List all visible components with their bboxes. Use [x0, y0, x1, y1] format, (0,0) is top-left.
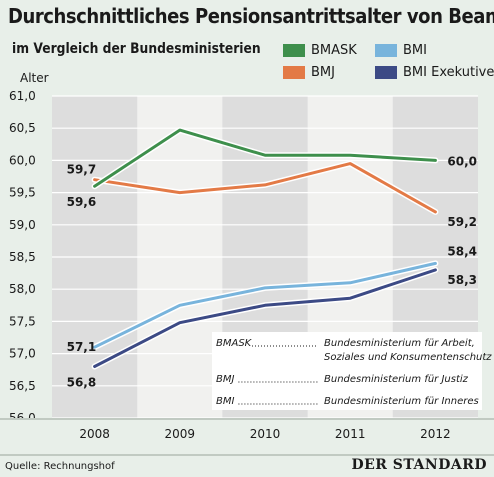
annotation-abbr: BMJ — [216, 374, 234, 385]
legend-swatch-bmj — [283, 66, 305, 79]
x-axis-band — [0, 418, 494, 454]
source-note: Quelle: Rechnungshof — [5, 461, 115, 472]
legend-swatch-bmi-exekutive — [375, 66, 397, 79]
annotation-full: Soziales und Konsumentenschutz — [324, 352, 492, 363]
annotation-abbr: BMI — [216, 396, 234, 407]
annotation-box — [212, 332, 482, 410]
y-tick-label: 60,5 — [9, 121, 36, 135]
legend-swatch-bmi — [375, 44, 397, 57]
x-tick-label: 2011 — [335, 427, 366, 441]
data-label: 58,4 — [447, 244, 477, 258]
series-line-bmj — [93, 162, 437, 214]
annotation-full: Bundesministerium für Inneres — [324, 396, 479, 407]
y-tick-label: 59,0 — [9, 218, 36, 232]
y-tick-label: 58,0 — [9, 282, 36, 296]
y-tick-label: 61,0 — [9, 89, 36, 103]
legend-label-bmj: BMJ — [311, 65, 335, 80]
y-tick-label: 57,0 — [9, 347, 36, 361]
data-label: 58,3 — [447, 273, 477, 287]
data-label: 59,2 — [447, 215, 477, 229]
data-label: 56,8 — [67, 375, 97, 389]
x-tick-label: 2012 — [420, 427, 451, 441]
y-tick-label: 60,0 — [9, 153, 36, 167]
annotation-full: Bundesministerium für Justiz — [324, 374, 469, 385]
y-axis-label: Alter — [20, 71, 49, 85]
data-label: 57,1 — [67, 340, 97, 354]
y-tick-label: 59,5 — [9, 186, 36, 200]
brand-logo: DER STANDARD — [351, 457, 487, 473]
y-tick-label: 56,5 — [9, 379, 36, 393]
chart-subtitle: im Vergleich der Bundesministerien — [12, 41, 261, 57]
series-line-bmi-exekutive — [93, 268, 437, 368]
y-tick-label: 57,5 — [9, 314, 36, 328]
legend-swatch-bmask — [283, 44, 305, 57]
x-tick-label: 2010 — [250, 427, 281, 441]
data-label: 59,6 — [67, 195, 97, 209]
x-tick-label: 2009 — [165, 427, 196, 441]
legend-label-bmask: BMASK — [311, 43, 357, 58]
series-line-bmi — [93, 261, 437, 349]
series-line-bmask — [93, 128, 437, 188]
x-tick-label: 2008 — [79, 427, 110, 441]
data-label: 59,7 — [67, 163, 97, 177]
legend-label-bmi: BMI — [403, 43, 427, 58]
annotation-full: Bundesministerium für Arbeit, — [324, 338, 475, 349]
data-label: 60,0 — [447, 154, 477, 168]
annotation-abbr: BMASK — [216, 338, 253, 349]
y-tick-label: 58,5 — [9, 250, 36, 264]
legend-label-bmi-exekutive: BMI Exekutive — [403, 65, 494, 80]
chart-title: Durchschnittliches Pensionsantrittsalter… — [8, 4, 494, 28]
